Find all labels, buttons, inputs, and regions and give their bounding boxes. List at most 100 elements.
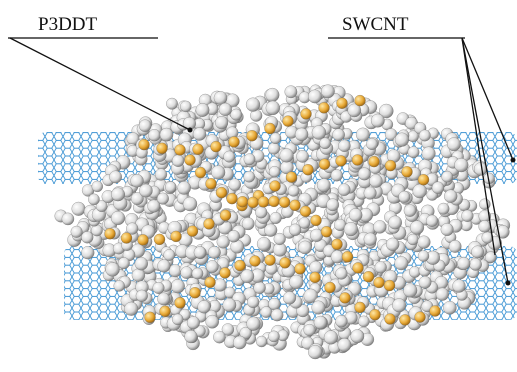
sulfur-atom bbox=[415, 312, 426, 323]
atom bbox=[228, 230, 240, 242]
atom bbox=[438, 203, 449, 214]
atom bbox=[327, 199, 339, 211]
atom bbox=[62, 213, 74, 225]
atom bbox=[194, 246, 206, 258]
atom bbox=[453, 280, 466, 293]
atom bbox=[193, 128, 206, 141]
atom bbox=[114, 280, 125, 291]
sulfur-atom bbox=[342, 251, 353, 262]
atom bbox=[213, 331, 225, 343]
atom bbox=[257, 237, 271, 251]
atom bbox=[338, 338, 351, 351]
sulfur-atom bbox=[205, 277, 216, 288]
atom bbox=[371, 114, 384, 127]
sulfur-atom bbox=[237, 196, 248, 207]
atom bbox=[369, 174, 382, 187]
sulfur-atom bbox=[325, 282, 336, 293]
atom bbox=[231, 109, 242, 120]
sulfur-atom bbox=[353, 262, 364, 273]
atom bbox=[241, 270, 254, 283]
atom bbox=[297, 150, 309, 162]
atom bbox=[280, 149, 294, 163]
sulfur-atom bbox=[187, 226, 198, 237]
atom bbox=[373, 220, 386, 233]
atom bbox=[247, 296, 259, 308]
atom bbox=[268, 143, 280, 155]
sulfur-atom bbox=[250, 256, 261, 267]
atom bbox=[312, 301, 326, 315]
atom bbox=[454, 158, 468, 172]
sulfur-atom bbox=[265, 123, 276, 134]
sulfur-atom bbox=[280, 257, 291, 268]
atom bbox=[358, 316, 369, 327]
sulfur-atom bbox=[337, 98, 348, 109]
atom bbox=[299, 217, 310, 228]
atom bbox=[351, 330, 364, 343]
sulfur-atom bbox=[321, 226, 332, 237]
atom bbox=[436, 288, 449, 301]
sulfur-atom bbox=[220, 267, 231, 278]
sulfur-atom bbox=[171, 231, 182, 242]
atom bbox=[356, 128, 370, 142]
sulfur-atom bbox=[279, 197, 290, 208]
atom bbox=[148, 200, 161, 213]
sulfur-atom bbox=[190, 287, 201, 298]
atom bbox=[180, 101, 191, 112]
atom bbox=[106, 262, 120, 276]
atom bbox=[111, 211, 125, 225]
atom bbox=[71, 226, 83, 238]
sulfur-atom bbox=[227, 193, 238, 204]
atom bbox=[223, 298, 236, 311]
sulfur-atom bbox=[355, 95, 366, 106]
sulfur-atom bbox=[216, 187, 227, 198]
atom bbox=[447, 138, 460, 151]
atom bbox=[441, 223, 454, 236]
atom bbox=[185, 330, 198, 343]
atom bbox=[422, 147, 436, 161]
leader-dot bbox=[506, 281, 511, 286]
atom bbox=[462, 210, 474, 222]
atom bbox=[392, 299, 406, 313]
sulfur-atom bbox=[385, 314, 396, 325]
atom bbox=[324, 331, 338, 345]
atom bbox=[160, 128, 173, 141]
atom bbox=[395, 133, 409, 147]
atom bbox=[124, 302, 138, 316]
label-swcnt: SWCNT bbox=[342, 14, 409, 35]
sulfur-atom bbox=[355, 302, 366, 313]
atom bbox=[169, 264, 182, 277]
atom bbox=[171, 279, 185, 293]
atom bbox=[410, 221, 424, 235]
atom bbox=[338, 184, 350, 196]
sulfur-atom bbox=[300, 206, 311, 217]
atom bbox=[135, 257, 148, 270]
atom bbox=[270, 212, 282, 224]
atom bbox=[214, 279, 227, 292]
atom bbox=[331, 169, 343, 181]
atom bbox=[211, 166, 225, 180]
atom bbox=[88, 194, 99, 205]
sulfur-atom bbox=[247, 130, 258, 141]
atom bbox=[256, 336, 267, 347]
atom bbox=[419, 130, 430, 141]
sulfur-atom bbox=[402, 166, 413, 177]
sulfur-atom bbox=[430, 306, 441, 317]
atom bbox=[338, 140, 350, 152]
sulfur-atom bbox=[193, 144, 204, 155]
atom bbox=[131, 174, 144, 187]
atom bbox=[206, 315, 219, 328]
sulfur-atom bbox=[248, 197, 259, 208]
atom bbox=[91, 225, 102, 236]
sulfur-atom bbox=[374, 277, 385, 288]
atom bbox=[268, 331, 279, 342]
atom bbox=[155, 169, 167, 181]
sulfur-atom bbox=[157, 143, 168, 154]
atom bbox=[81, 231, 93, 243]
atom bbox=[331, 250, 344, 263]
atom bbox=[289, 275, 303, 289]
sulfur-atom bbox=[369, 156, 380, 167]
sulfur-atom bbox=[286, 172, 297, 183]
atom bbox=[443, 301, 456, 314]
atom bbox=[285, 86, 297, 98]
sulfur-atom bbox=[138, 234, 149, 245]
